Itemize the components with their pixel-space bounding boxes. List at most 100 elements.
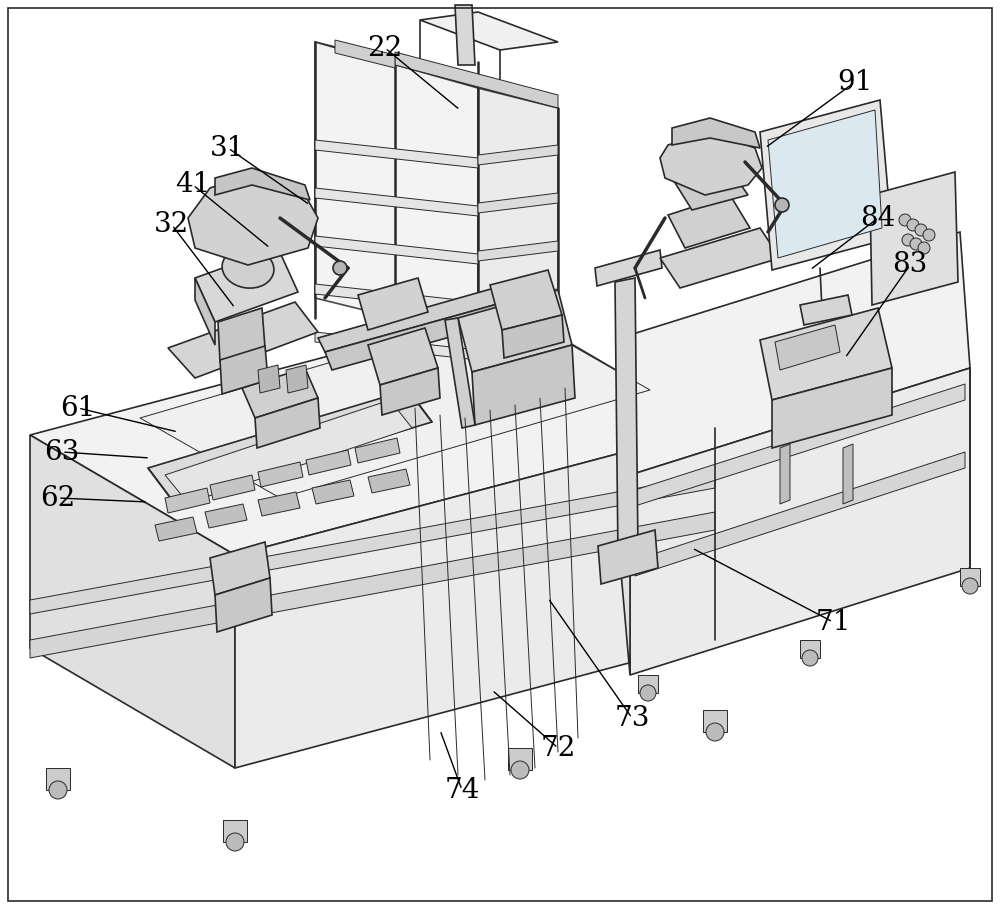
Text: 32: 32 [154, 212, 190, 238]
Polygon shape [218, 308, 265, 362]
Polygon shape [760, 100, 892, 270]
Polygon shape [395, 52, 558, 108]
Ellipse shape [222, 248, 274, 288]
Polygon shape [195, 278, 215, 345]
Polygon shape [618, 338, 630, 675]
Polygon shape [380, 368, 440, 415]
Polygon shape [768, 110, 882, 258]
Circle shape [918, 242, 930, 254]
Circle shape [902, 234, 914, 246]
Polygon shape [220, 346, 268, 394]
Polygon shape [315, 42, 558, 108]
Polygon shape [315, 332, 478, 360]
Circle shape [333, 261, 347, 275]
Polygon shape [258, 492, 300, 516]
Circle shape [923, 229, 935, 241]
Polygon shape [258, 365, 280, 393]
Polygon shape [315, 188, 478, 216]
Polygon shape [800, 640, 820, 658]
Polygon shape [168, 302, 318, 378]
Polygon shape [775, 325, 840, 370]
Polygon shape [195, 248, 298, 322]
Polygon shape [165, 488, 210, 513]
Polygon shape [772, 368, 892, 448]
Polygon shape [223, 820, 247, 842]
Polygon shape [870, 172, 958, 305]
Text: 71: 71 [815, 608, 851, 635]
Polygon shape [478, 145, 558, 165]
Circle shape [802, 650, 818, 666]
Circle shape [49, 781, 67, 799]
Circle shape [640, 685, 656, 701]
Polygon shape [368, 469, 410, 493]
Polygon shape [30, 474, 715, 614]
Polygon shape [478, 241, 558, 261]
Polygon shape [800, 295, 852, 325]
Circle shape [899, 214, 911, 226]
Polygon shape [358, 278, 428, 330]
Text: 72: 72 [540, 734, 576, 762]
Polygon shape [205, 504, 247, 528]
Polygon shape [306, 450, 351, 475]
Polygon shape [638, 675, 658, 693]
Circle shape [962, 578, 978, 594]
Text: 63: 63 [44, 438, 80, 465]
Circle shape [915, 224, 927, 236]
Circle shape [226, 833, 244, 851]
Polygon shape [502, 315, 564, 358]
Polygon shape [478, 193, 558, 213]
Polygon shape [315, 284, 478, 312]
Polygon shape [315, 140, 478, 168]
Text: 41: 41 [175, 172, 211, 198]
Polygon shape [478, 289, 558, 309]
Polygon shape [30, 308, 715, 555]
Circle shape [910, 238, 922, 250]
Polygon shape [420, 12, 558, 50]
Circle shape [706, 723, 724, 741]
Polygon shape [355, 438, 400, 463]
Polygon shape [315, 236, 478, 264]
Polygon shape [780, 444, 790, 504]
Polygon shape [672, 118, 760, 148]
Polygon shape [630, 368, 970, 675]
Polygon shape [315, 42, 478, 338]
Text: 83: 83 [892, 252, 928, 278]
Polygon shape [843, 444, 853, 504]
Polygon shape [635, 452, 965, 576]
Polygon shape [215, 578, 272, 632]
Polygon shape [188, 175, 318, 265]
Circle shape [511, 761, 529, 779]
Polygon shape [30, 512, 715, 658]
Polygon shape [335, 40, 395, 68]
Polygon shape [286, 365, 308, 393]
Polygon shape [30, 435, 235, 768]
Polygon shape [635, 384, 965, 506]
Polygon shape [255, 398, 320, 448]
Polygon shape [445, 318, 475, 428]
Polygon shape [165, 400, 412, 503]
Polygon shape [960, 568, 980, 586]
Circle shape [907, 219, 919, 231]
Text: 22: 22 [367, 35, 403, 62]
Polygon shape [210, 475, 255, 500]
Polygon shape [703, 710, 727, 732]
Polygon shape [210, 542, 270, 595]
Polygon shape [615, 278, 638, 556]
Polygon shape [660, 228, 780, 288]
Text: 74: 74 [444, 776, 480, 804]
Polygon shape [455, 5, 475, 65]
Polygon shape [478, 88, 558, 382]
Text: 61: 61 [60, 395, 96, 422]
Polygon shape [472, 345, 575, 425]
Text: 31: 31 [210, 135, 246, 162]
Polygon shape [458, 290, 572, 372]
Polygon shape [478, 337, 558, 357]
Text: 73: 73 [614, 704, 650, 732]
Polygon shape [660, 132, 762, 195]
Polygon shape [595, 250, 662, 286]
Polygon shape [242, 368, 318, 418]
Polygon shape [148, 390, 432, 500]
Polygon shape [620, 232, 970, 475]
Polygon shape [490, 270, 562, 330]
Polygon shape [325, 300, 518, 370]
